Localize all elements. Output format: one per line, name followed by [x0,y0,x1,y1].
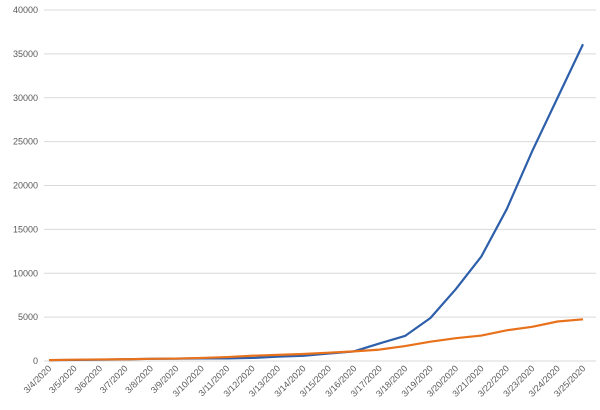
y-tick-label: 40000 [13,5,38,15]
y-tick-label: 10000 [13,268,38,278]
y-tick-label: 30000 [13,93,38,103]
y-tick-label: 15000 [13,224,38,234]
y-tick-label: 25000 [13,137,38,147]
series-line [48,318,584,362]
series-line [48,43,584,362]
y-tick-label: 35000 [13,49,38,59]
y-tick-label: 0 [33,356,38,366]
y-tick-label: 5000 [18,312,38,322]
y-tick-label: 20000 [13,181,38,191]
